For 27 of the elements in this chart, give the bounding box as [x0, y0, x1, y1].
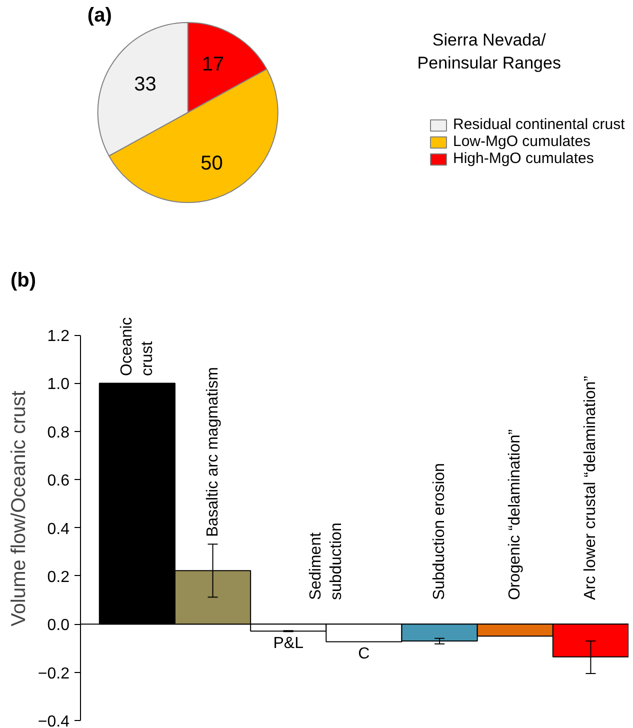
x-tick-label: P&L — [273, 635, 304, 652]
data-label: 17 — [202, 53, 224, 76]
y-tick-label: 0.2 — [47, 568, 70, 586]
x-tick-label: C — [358, 645, 370, 662]
x-tick-label: Basaltic arc magmatism — [204, 367, 222, 537]
text: (a) — [87, 4, 112, 26]
legend-label: Low-MgO cumulates — [453, 133, 591, 150]
y-tick-label: 0.6 — [47, 472, 70, 490]
legend-label: High-MgO cumulates — [453, 150, 594, 167]
y-tick-label: −0.2 — [38, 665, 70, 682]
legend-label: Residual continental crust — [453, 116, 625, 133]
legend-title: Sierra Nevada/ Peninsular Ranges — [417, 30, 561, 72]
y-tick-label: 1.2 — [47, 328, 70, 346]
y-tick-label: −0.4 — [38, 714, 70, 728]
y-axis-title: Volume flow/Oceanic crust — [8, 390, 30, 626]
data-label: 50 — [200, 152, 223, 175]
x-tick-label: Oceanic crust — [118, 317, 156, 376]
text: (b) — [10, 270, 36, 292]
annotation: Sediment subduction — [307, 522, 345, 600]
y-tick-label: 0.4 — [47, 520, 70, 538]
y-tick-label: 1.0 — [47, 376, 70, 394]
x-tick-label: Subduction erosion — [431, 463, 448, 600]
y-tick-label: 0.0 — [47, 617, 70, 634]
x-tick-label: Orogenic “delamination” — [506, 429, 524, 600]
y-tick-label: 0.8 — [47, 424, 70, 442]
x-tick-label: Arc lower crustal “delamination” — [582, 376, 600, 600]
data-label: 33 — [134, 73, 156, 96]
